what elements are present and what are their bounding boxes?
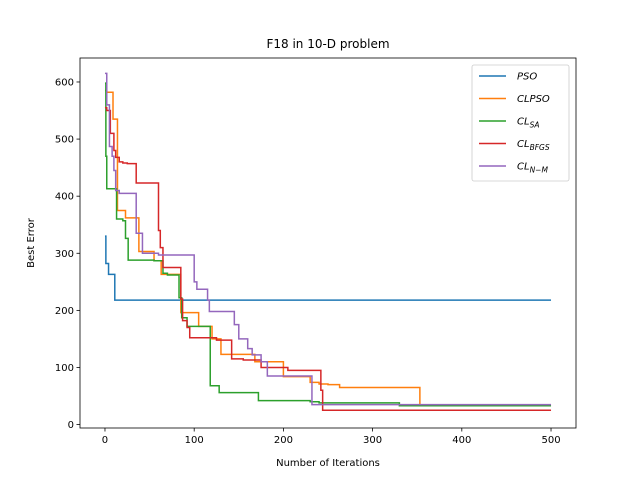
y-axis-label: Best Error (26, 217, 37, 268)
y-tick-label: 200 (55, 306, 74, 317)
y-tick-label: 300 (55, 249, 74, 260)
x-axis-label: Number of Iterations (276, 458, 380, 469)
series-line-0 (104, 235, 552, 301)
x-tick-label: 200 (274, 435, 293, 446)
x-tick-label: 500 (541, 435, 560, 446)
series-line-4 (104, 72, 552, 406)
x-tick-label: 0 (102, 435, 108, 446)
legend-label-3: CLBFGS (517, 139, 550, 152)
legend-frame (471, 64, 570, 182)
y-tick-label: 400 (55, 192, 74, 203)
ticks-layer: 0 100 200 300 400 500 0 100 200 300 400 500 600 (55, 77, 561, 446)
chart-title: F18 in 10-D problem (266, 37, 389, 51)
y-tick-label: 500 (55, 135, 74, 146)
legend-label-0: PSO (517, 72, 537, 83)
x-tick-label: 100 (185, 435, 204, 446)
legend-label-2: CLSA (517, 117, 539, 130)
series-line-2 (104, 82, 552, 407)
plot-area-frame (79, 57, 577, 429)
legend-label-4: CLN−M (517, 162, 548, 175)
y-tick-label: 100 (55, 363, 74, 374)
x-tick-label: 300 (363, 435, 382, 446)
y-tick-label: 0 (68, 420, 74, 431)
legend-label-1: CLPSO (517, 94, 550, 105)
y-tick-label: 600 (55, 77, 74, 88)
x-tick-label: 400 (452, 435, 471, 446)
legend: PSO CLPSO CLSA CLBFGS CLN−M (471, 64, 570, 182)
series-layer (104, 72, 552, 412)
